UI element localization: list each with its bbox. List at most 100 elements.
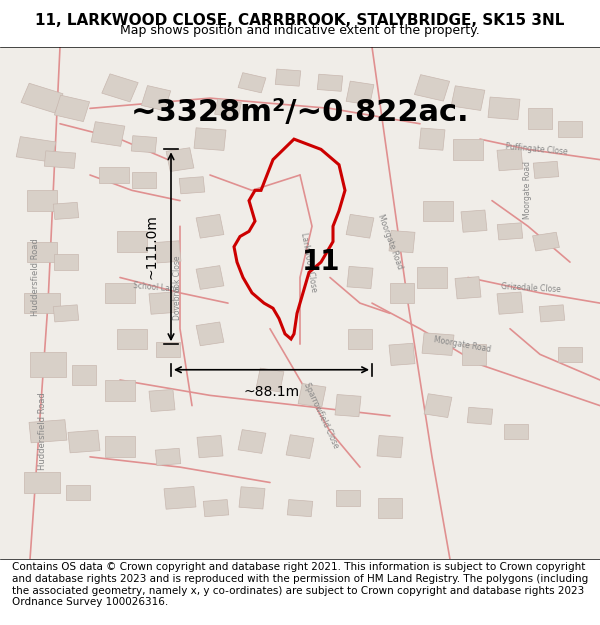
Text: Huddersfield Road: Huddersfield Road [31,239,41,316]
Polygon shape [346,81,374,105]
Polygon shape [422,332,454,356]
Polygon shape [497,223,523,240]
Polygon shape [30,352,66,377]
Polygon shape [91,122,125,146]
Polygon shape [105,436,135,457]
Polygon shape [21,83,63,113]
Polygon shape [132,173,156,188]
Polygon shape [378,498,402,518]
Polygon shape [149,389,175,412]
Polygon shape [149,292,175,314]
Polygon shape [27,242,57,262]
Polygon shape [539,305,565,322]
Text: Moorgate Road: Moorgate Road [376,213,404,271]
Polygon shape [497,292,523,314]
Text: ~88.1m: ~88.1m [244,385,299,399]
Text: ~111.0m: ~111.0m [145,214,159,279]
Polygon shape [462,344,486,364]
Polygon shape [455,277,481,299]
Polygon shape [317,74,343,91]
Polygon shape [336,490,360,506]
Polygon shape [390,282,414,303]
Polygon shape [16,137,56,162]
Polygon shape [533,232,559,251]
Polygon shape [117,329,147,349]
Polygon shape [27,191,57,211]
Polygon shape [415,74,449,101]
Text: School Lane: School Lane [133,281,179,294]
Polygon shape [238,429,266,453]
Polygon shape [347,266,373,289]
Text: Moorgate Road: Moorgate Road [433,334,491,354]
Text: Dovebrook Close: Dovebrook Close [173,256,182,320]
Text: Huddersfield Road: Huddersfield Road [38,392,47,470]
Polygon shape [117,231,147,252]
Text: Larkwood Close: Larkwood Close [299,232,319,292]
Polygon shape [194,127,226,151]
Polygon shape [533,161,559,178]
Polygon shape [53,202,79,219]
Polygon shape [419,128,445,150]
Polygon shape [72,364,96,385]
Polygon shape [286,435,314,459]
Polygon shape [55,95,89,122]
Polygon shape [239,487,265,509]
Polygon shape [142,86,170,111]
Text: Puffingate Close: Puffingate Close [505,142,569,157]
Polygon shape [558,347,582,362]
Polygon shape [504,424,528,439]
Polygon shape [389,231,415,253]
Polygon shape [461,210,487,232]
Polygon shape [453,139,483,159]
Polygon shape [105,380,135,401]
Polygon shape [44,151,76,168]
Polygon shape [256,368,284,392]
Text: Sparrowfield Close: Sparrowfield Close [302,382,340,450]
Polygon shape [156,341,180,357]
Polygon shape [238,72,266,93]
Polygon shape [215,99,241,118]
Polygon shape [335,394,361,417]
Text: Contains OS data © Crown copyright and database right 2021. This information is : Contains OS data © Crown copyright and d… [12,562,588,608]
Polygon shape [528,108,552,129]
Polygon shape [346,214,374,238]
Text: 11: 11 [302,248,340,276]
Polygon shape [131,136,157,152]
Polygon shape [29,420,67,442]
Polygon shape [287,499,313,517]
Polygon shape [196,322,224,346]
Polygon shape [53,305,79,322]
Polygon shape [558,121,582,136]
Polygon shape [24,293,60,313]
Polygon shape [203,499,229,517]
Polygon shape [298,384,326,408]
Polygon shape [68,430,100,453]
Polygon shape [24,472,60,492]
Polygon shape [102,74,138,102]
Polygon shape [423,201,453,221]
Polygon shape [275,69,301,86]
Polygon shape [0,47,600,559]
Text: Grizedale Close: Grizedale Close [501,282,561,294]
Polygon shape [467,408,493,424]
Polygon shape [54,254,78,270]
Polygon shape [196,266,224,289]
Polygon shape [155,241,181,263]
Polygon shape [66,485,90,501]
Polygon shape [377,436,403,457]
Text: ~3328m²/~0.822ac.: ~3328m²/~0.822ac. [131,98,469,127]
Polygon shape [197,436,223,457]
Text: 11, LARKWOOD CLOSE, CARRBROOK, STALYBRIDGE, SK15 3NL: 11, LARKWOOD CLOSE, CARRBROOK, STALYBRID… [35,13,565,28]
Polygon shape [155,448,181,466]
Polygon shape [166,148,194,171]
Polygon shape [105,282,135,303]
Polygon shape [424,394,452,418]
Polygon shape [164,486,196,509]
Polygon shape [451,86,485,111]
Text: Map shows position and indicative extent of the property.: Map shows position and indicative extent… [120,24,480,36]
Text: Moorgate Road: Moorgate Road [523,161,533,219]
Polygon shape [497,149,523,171]
Polygon shape [99,168,129,182]
Polygon shape [179,177,205,194]
Polygon shape [417,268,447,288]
